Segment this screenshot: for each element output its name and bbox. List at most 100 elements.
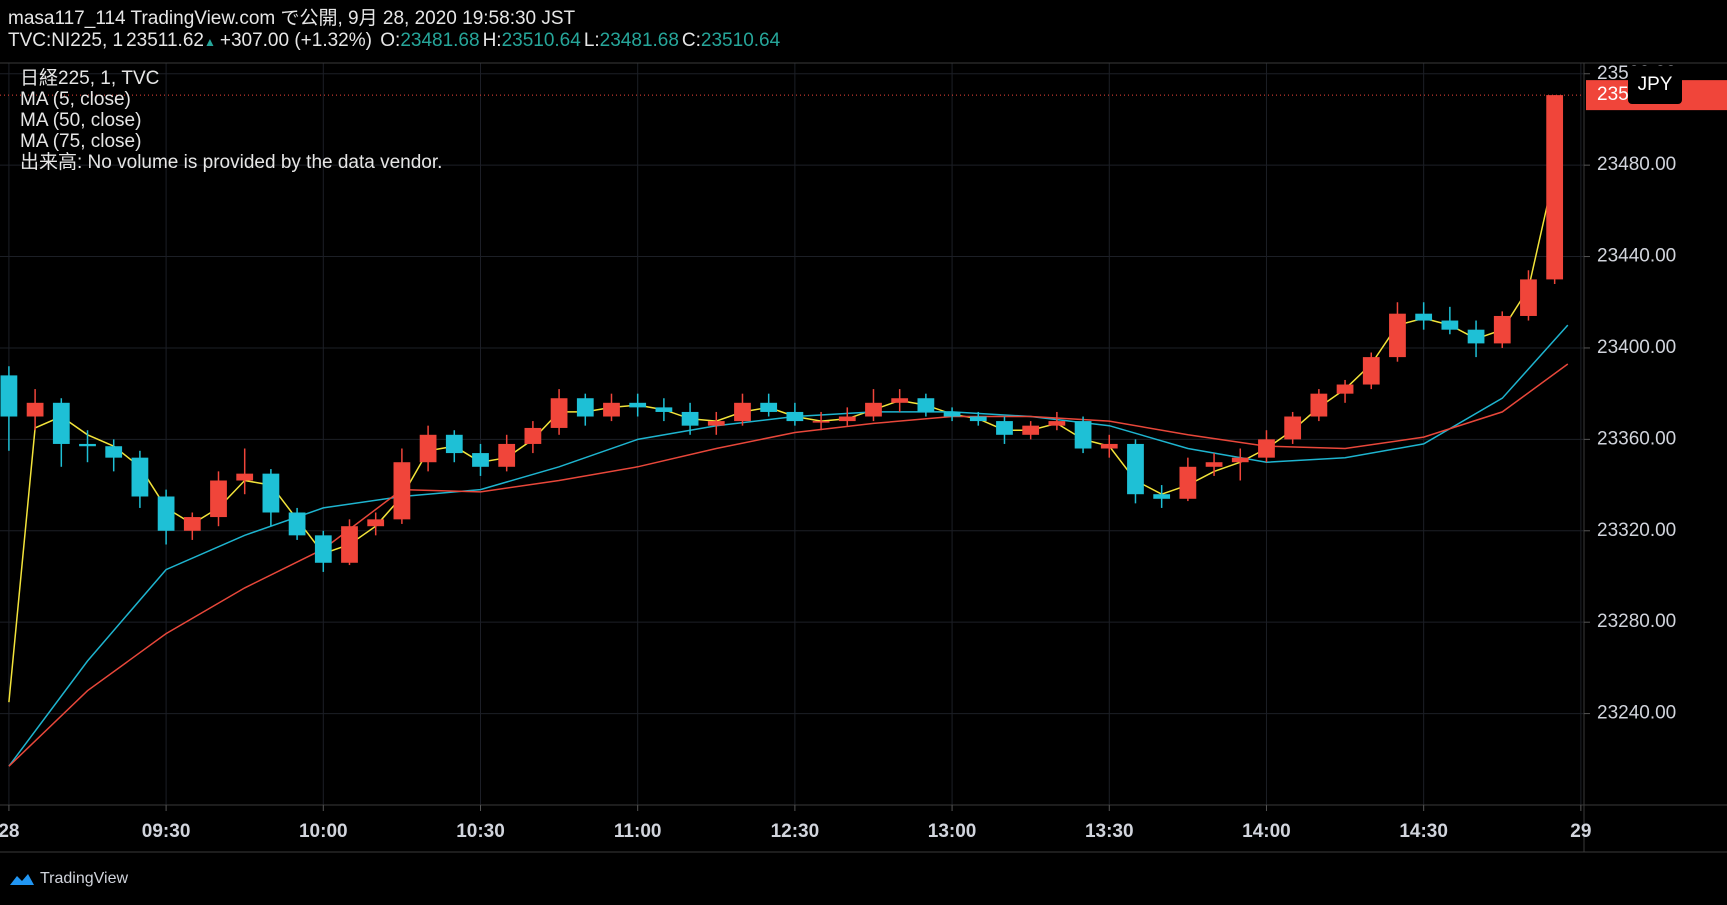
axes (0, 62, 1727, 853)
candle-body (236, 473, 254, 481)
candle-body (681, 411, 699, 426)
ma-line (8, 324, 1569, 767)
candle-body (1546, 95, 1564, 280)
candle-body (1127, 443, 1144, 495)
candle-body (472, 453, 489, 467)
candle-body (524, 427, 542, 444)
candle-body (969, 416, 987, 422)
footer: TradingView (8, 870, 128, 888)
candle-body (576, 398, 594, 417)
candle-body (1310, 393, 1328, 417)
labels: 23240.00 23280.00 23320.00 23360.00 23400.00… (0, 63, 1727, 842)
ohlc-label: H: (482, 30, 502, 51)
ohlc-label: C: (681, 30, 701, 51)
candle-body (707, 421, 725, 426)
candle-body (786, 411, 804, 422)
candle-body (891, 398, 909, 403)
symbol: TVC:NI225, 1 (8, 30, 124, 51)
x-tick-label: 14:00 (1242, 821, 1291, 842)
brand: TradingView (40, 870, 129, 887)
x-tick-label: 09:30 (142, 821, 191, 842)
candle-body (1284, 416, 1302, 440)
x-tick-label: 12:30 (771, 821, 820, 842)
brand-logo (10, 874, 34, 885)
candle-body (655, 407, 673, 412)
x-tick-label: 13:00 (928, 821, 977, 842)
candle-body (1100, 443, 1118, 449)
candle-body (183, 517, 201, 531)
change-arrow: ▲ (203, 35, 216, 49)
candle-body (262, 473, 280, 513)
candle-body (1179, 466, 1197, 499)
candle-body (734, 402, 751, 422)
candle-body (1493, 315, 1511, 344)
plot-area (0, 94, 1584, 767)
candle-body (445, 434, 463, 454)
volume-note: 出来高: No volume is provided by the data v… (20, 152, 443, 173)
candle-body (1467, 329, 1485, 344)
candle-body (550, 398, 568, 428)
change: +307.00 (+1.32%) (219, 30, 372, 51)
legend: 日経225, 1, TVC MA (5, close) MA (50, close… (20, 68, 442, 173)
candle-body (996, 421, 1013, 435)
candle-body (1048, 421, 1066, 426)
grid (0, 63, 1584, 805)
candle-body (1258, 439, 1275, 458)
y-tick-label: 23400.00 (1597, 337, 1676, 358)
legend-entry: MA (50, close) (20, 110, 142, 131)
candle-body (812, 421, 830, 423)
candle-body (26, 402, 44, 417)
legend-series: MA (5, close) MA (50, close) MA (75, close… (20, 89, 442, 152)
candle-body (760, 402, 778, 412)
legend-title: 日経225, 1, TVC (20, 68, 160, 89)
ohlc-value: 23481.68 (400, 30, 480, 51)
candle-body (419, 434, 437, 463)
candle-body (838, 416, 856, 422)
legend-entry: MA (75, close) (20, 131, 142, 152)
y-tick-label: 23280.00 (1597, 611, 1676, 632)
candle-body (1336, 384, 1354, 394)
y-tick-label: 23480.00 (1597, 154, 1676, 175)
candle-body (1205, 462, 1223, 467)
candle-body (865, 402, 882, 417)
y-tick-label: 23240.00 (1597, 703, 1676, 724)
x-tick-label: 10:00 (299, 821, 348, 842)
x-tick-label: 28 (0, 821, 19, 842)
candle-body (1074, 421, 1092, 449)
candle-body (603, 402, 620, 417)
candle-body (1520, 279, 1537, 316)
candle-body (131, 457, 149, 497)
candle-body (288, 512, 306, 536)
x-tick-label: 29 (1570, 821, 1591, 842)
x-tick-label: 13:30 (1085, 821, 1134, 842)
candle-body (52, 402, 70, 444)
y-tick-label: 23360.00 (1597, 428, 1676, 449)
candle-body (393, 462, 411, 520)
x-tick-label: 10:30 (456, 821, 505, 842)
candle-body (1441, 320, 1459, 330)
candle-body (341, 526, 358, 563)
header-line1: masa117_114 TradingView.com で公開, 9月 28, … (8, 8, 578, 30)
ohlc-value: 23481.68 (599, 30, 679, 51)
ohlc-label: L: (583, 30, 600, 51)
x-tick-label: 14:30 (1399, 821, 1448, 842)
candle-body (498, 443, 516, 467)
y-tick-label: 23440.00 (1597, 246, 1676, 267)
candle-body (79, 443, 96, 447)
y-tick-label: 23320.00 (1597, 520, 1676, 541)
ohlc-label: O: (380, 30, 401, 51)
ma-line (8, 363, 1569, 767)
candle-body (1415, 313, 1433, 321)
candle-body (917, 398, 935, 412)
candle-body (943, 411, 961, 417)
last-price: 23511.62 (126, 30, 204, 51)
candle-body (629, 402, 647, 408)
candle-body (210, 480, 227, 518)
ohlc-value: 23510.64 (700, 30, 781, 51)
candle-body (157, 496, 175, 531)
candle-body (314, 535, 332, 563)
candle-body (0, 375, 18, 417)
candle-body (1389, 313, 1406, 358)
